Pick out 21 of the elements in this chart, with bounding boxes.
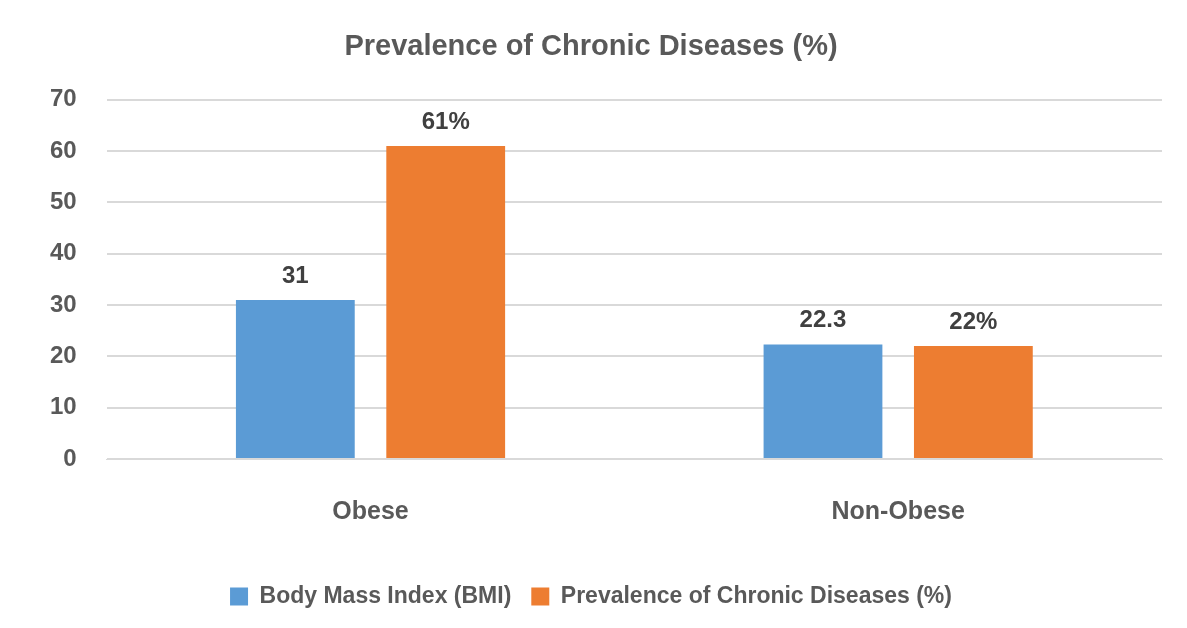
bar — [913, 346, 1033, 458]
y-tick-label: 40 — [49, 238, 77, 266]
chart-title: Prevalence of Chronic Diseases (%) — [344, 29, 838, 62]
data-label: 22.3 — [799, 305, 847, 333]
legend-label: Prevalence of Chronic Diseases (%) — [560, 581, 952, 608]
data-label: 31 — [281, 260, 309, 288]
y-tick-label: 30 — [49, 289, 77, 317]
bar — [235, 299, 355, 458]
y-tick-label: 10 — [49, 392, 77, 420]
data-label: 61% — [421, 106, 470, 134]
data-label: 22% — [949, 306, 998, 334]
y-tick-label: 50 — [49, 187, 77, 215]
y-tick-label: 0 — [63, 443, 77, 471]
y-tick-label: 20 — [49, 341, 77, 368]
y-tick-label: 70 — [49, 84, 77, 112]
bar — [386, 145, 506, 458]
x-tick-label: Non-Obese — [831, 495, 965, 524]
legend-label: Body Mass Index (BMI) — [259, 581, 512, 608]
y-tick-label: 60 — [49, 135, 77, 163]
bar — [763, 344, 883, 458]
x-tick-label: Obese — [332, 495, 409, 524]
